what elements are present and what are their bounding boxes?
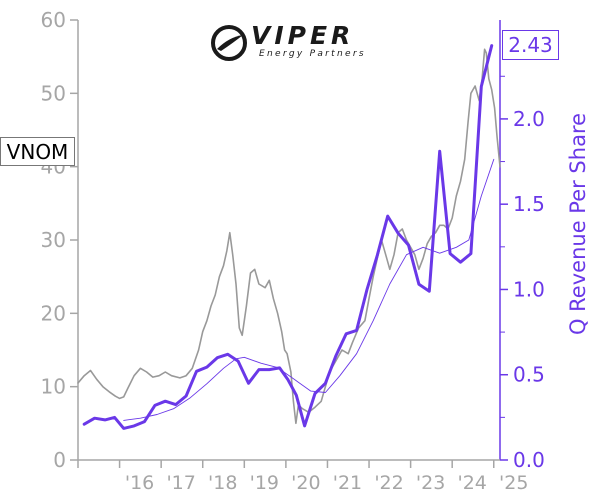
x-axis: '16 '17 '18 '19 '20 '21 '22 '23 '24 '25 xyxy=(77,459,528,494)
latest-value-label: 2.43 xyxy=(502,30,559,60)
x-tick-label: '23 xyxy=(416,472,445,494)
x-tick-label: '18 xyxy=(208,472,237,494)
x-tick-label: '16 xyxy=(125,472,154,494)
left-tick-label: 50 xyxy=(41,81,66,105)
right-tick-label: 2.0 xyxy=(513,107,545,131)
revenue-line xyxy=(82,44,494,430)
right-axis: 0.0 0.5 1.0 1.5 2.0 xyxy=(499,20,545,472)
x-tick-label: '24 xyxy=(457,472,486,494)
right-axis-label: Q Revenue Per Share xyxy=(566,113,590,335)
viper-emblem-icon xyxy=(211,25,247,61)
ticker-label: VNOM xyxy=(0,137,75,166)
left-tick-label: 60 xyxy=(41,8,66,32)
price-line xyxy=(77,48,501,425)
right-tick-label: 0.0 xyxy=(513,448,545,472)
x-tick-label: '25 xyxy=(499,472,528,494)
x-tick-label: '22 xyxy=(374,472,403,494)
price-trend-line xyxy=(123,158,495,421)
x-tick-label: '17 xyxy=(166,472,195,494)
right-tick-label: 1.0 xyxy=(513,277,545,301)
left-tick-label: 30 xyxy=(41,228,66,252)
right-tick-label: 0.5 xyxy=(513,363,545,387)
logo-tagline: Energy Partners xyxy=(259,49,366,59)
x-tick-label: '20 xyxy=(291,472,320,494)
viper-logo: VIPER Energy Partners xyxy=(207,22,377,64)
left-tick-label: 20 xyxy=(41,301,66,325)
left-tick-label: 0 xyxy=(53,448,66,472)
x-tick-label: '21 xyxy=(333,472,362,494)
logo-wordmark: VIPER xyxy=(251,21,355,50)
x-tick-label: '19 xyxy=(250,472,279,494)
left-tick-label: 10 xyxy=(41,375,66,399)
right-tick-label: 1.5 xyxy=(513,192,545,216)
